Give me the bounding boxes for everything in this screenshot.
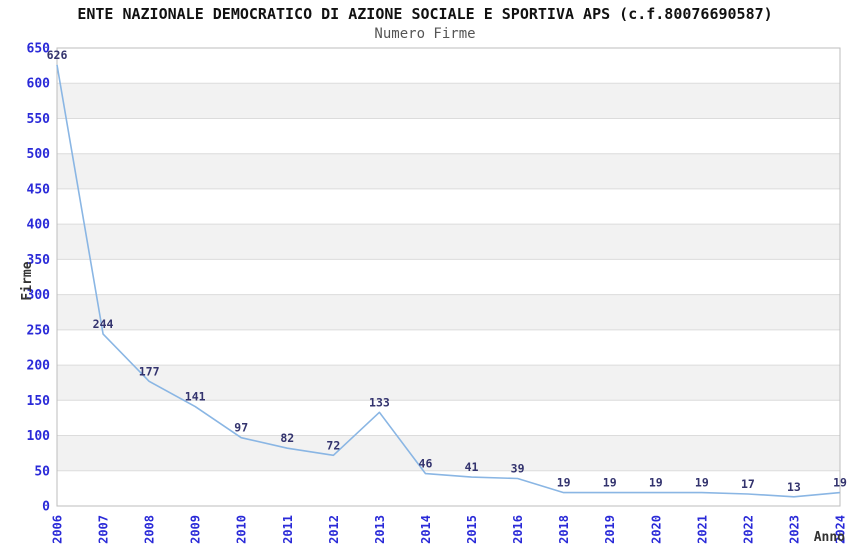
x-tick-label: 2018 [557, 515, 571, 544]
plot-band [57, 83, 840, 119]
x-tick-label: 2007 [97, 515, 111, 544]
y-tick-label: 50 [34, 464, 50, 479]
chart-subtitle: Numero Firme [374, 26, 476, 42]
x-tick-label: 2020 [649, 515, 663, 544]
y-tick-label: 150 [27, 394, 51, 409]
y-tick-label: 400 [27, 218, 51, 233]
x-tick-label: 2015 [465, 515, 479, 544]
x-tick-label: 2009 [189, 515, 203, 544]
data-label: 133 [369, 395, 390, 409]
data-label: 13 [787, 480, 801, 494]
data-label: 19 [833, 476, 847, 490]
data-label: 19 [649, 476, 663, 490]
data-label: 41 [465, 460, 479, 474]
x-tick-label: 2016 [511, 515, 525, 544]
y-tick-label: 300 [27, 288, 51, 303]
y-tick-label: 450 [27, 182, 51, 197]
data-label: 97 [234, 421, 248, 435]
y-tick-label: 650 [27, 42, 51, 57]
y-tick-label: 500 [27, 147, 51, 162]
y-tick-label: 350 [27, 253, 51, 268]
data-label: 141 [185, 390, 206, 404]
plot-band [57, 435, 840, 471]
plot-band [57, 294, 840, 330]
data-label: 72 [326, 438, 340, 452]
x-tick-label: 2014 [419, 515, 433, 544]
y-tick-label: 100 [27, 429, 51, 444]
data-label: 177 [139, 364, 160, 378]
x-tick-label: 2022 [741, 515, 755, 544]
plot-border [56, 47, 841, 507]
x-tick-label: 2019 [603, 515, 617, 544]
y-tick-label: 0 [42, 500, 50, 515]
chart-title: ENTE NAZIONALE DEMOCRATICO DI AZIONE SOC… [77, 5, 773, 23]
x-tick-label: 2008 [143, 515, 157, 544]
plot-band [57, 224, 840, 260]
y-tick-label: 550 [27, 112, 51, 127]
x-tick-label: 2010 [235, 515, 249, 544]
data-label: 39 [511, 462, 525, 476]
data-label: 19 [557, 476, 571, 490]
data-label: 46 [419, 457, 433, 471]
x-tick-label: 2021 [695, 515, 709, 544]
y-tick-label: 600 [27, 77, 51, 92]
x-tick-label: 2011 [281, 515, 295, 544]
x-tick-label: 2013 [373, 515, 387, 544]
plot-band [57, 365, 840, 401]
plot-band [57, 153, 840, 189]
series-line [56, 64, 841, 498]
data-label: 19 [603, 476, 617, 490]
x-tick-label: 2006 [51, 515, 65, 544]
data-label: 82 [280, 431, 294, 445]
y-tick-label: 200 [27, 359, 51, 374]
x-tick-label: 2024 [834, 515, 848, 544]
data-label: 19 [695, 476, 709, 490]
x-axis-title: Anno [814, 530, 845, 545]
y-tick-label: 250 [27, 323, 51, 338]
data-label: 626 [47, 48, 68, 62]
x-tick-label: 2012 [327, 515, 341, 544]
x-tick-label: 2023 [787, 515, 801, 544]
data-label: 244 [93, 317, 114, 331]
data-label: 17 [741, 477, 755, 491]
y-axis-title: Firme [20, 261, 35, 300]
